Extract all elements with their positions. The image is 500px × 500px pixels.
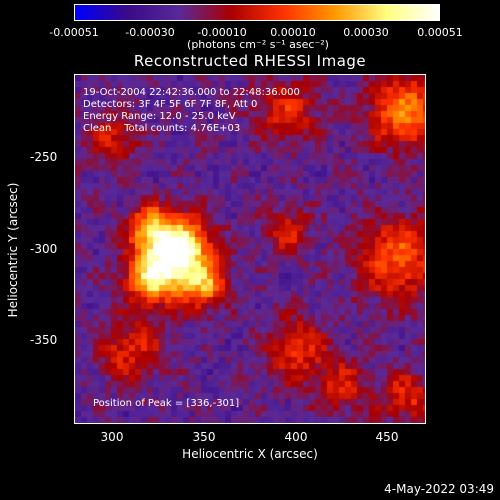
colorbar [74, 4, 440, 21]
colorbar-tick: 0.00010 [270, 26, 316, 39]
time-range-text: 19-Oct-2004 22:42:36.000 to 22:48:36.000 [83, 87, 300, 98]
colorbar-tick: 0.00030 [343, 26, 389, 39]
timestamp: 4-May-2022 03:49 [384, 482, 494, 496]
x-tick-label: 400 [284, 430, 308, 444]
colorbar-tick: -0.00051 [49, 26, 99, 39]
image-plot-area: 19-Oct-2004 22:42:36.000 to 22:48:36.000… [74, 74, 426, 424]
colorbar-tick: 0.00051 [417, 26, 463, 39]
colorbar-tick: -0.00030 [125, 26, 175, 39]
peak-position-text: Position of Peak = [336,-301] [93, 398, 240, 409]
y-tick-label: -350 [30, 333, 58, 347]
y-tick-label: -300 [30, 242, 58, 256]
colorbar-tick: -0.00010 [197, 26, 247, 39]
x-tick-label: 300 [100, 430, 124, 444]
x-tick-label: 450 [375, 430, 399, 444]
y-axis-label: Heliocentric Y (arcsec) [6, 182, 20, 318]
y-tick-label: -250 [30, 150, 58, 164]
chart-title: Reconstructed RHESSI Image [133, 52, 367, 70]
colorbar-gradient [75, 5, 439, 20]
clean-counts-text: Clean Total counts: 4.76E+03 [83, 123, 241, 134]
x-axis-label: Heliocentric X (arcsec) [182, 447, 318, 461]
colorbar-unit-label: (photons cm⁻² s⁻¹ asec⁻²) [187, 38, 329, 51]
detectors-text: Detectors: 3F 4F 5F 6F 7F 8F, Att 0 [83, 99, 258, 110]
x-tick-label: 350 [192, 430, 216, 444]
heatmap-image [75, 75, 425, 423]
energy-range-text: Energy Range: 12.0 - 25.0 keV [83, 111, 236, 122]
